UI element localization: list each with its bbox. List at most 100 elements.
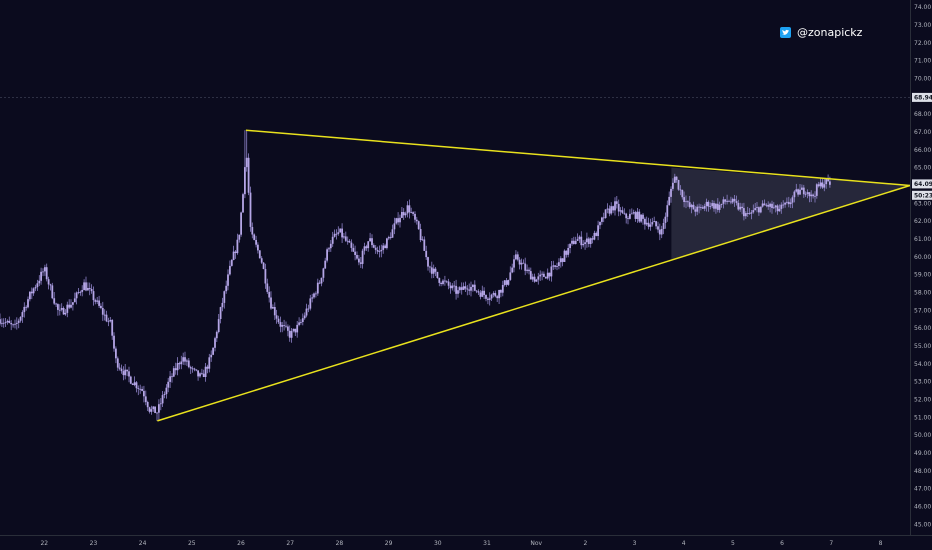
candle-body: [789, 202, 792, 205]
candle-body: [79, 291, 82, 293]
candle-body: [808, 192, 811, 197]
trendline-upper[interactable]: [245, 129, 911, 187]
candle: [808, 192, 811, 203]
candle: [94, 298, 97, 305]
candle-body: [204, 366, 207, 377]
candle-body: [178, 363, 181, 365]
candle-body: [169, 376, 171, 382]
candle: [673, 173, 676, 183]
candle-body: [440, 282, 442, 284]
candle: [455, 279, 457, 300]
candle: [498, 289, 500, 304]
y-tick-label: 48.00: [914, 468, 931, 475]
candle: [470, 281, 472, 297]
candle: [402, 208, 405, 220]
candle: [365, 244, 368, 251]
candle-body: [242, 194, 244, 213]
candle-body: [172, 368, 175, 377]
candle: [735, 195, 738, 206]
y-tick-label: 58.00: [914, 290, 931, 297]
candle: [640, 214, 642, 223]
candle: [430, 261, 433, 279]
candle-body: [458, 287, 461, 291]
candle: [288, 325, 291, 342]
candle-body: [225, 285, 228, 292]
candle-body: [273, 307, 276, 316]
candle: [483, 287, 485, 299]
candle-body: [728, 200, 730, 202]
x-tick-label: 7: [829, 540, 833, 547]
candle: [85, 276, 87, 292]
candle: [690, 203, 693, 214]
candle: [703, 203, 706, 212]
candle: [320, 277, 323, 287]
candle: [376, 246, 379, 255]
candle-body: [767, 204, 770, 207]
y-tick-label: 72.00: [914, 40, 931, 47]
candle-body: [315, 293, 317, 295]
candle-body: [425, 250, 428, 258]
candle-body: [612, 206, 614, 211]
candle-body: [744, 213, 747, 217]
candle-body: [14, 323, 16, 325]
candle: [787, 196, 790, 208]
triangle-highlight: [671, 167, 910, 261]
candle: [810, 190, 813, 202]
candle-body: [232, 251, 235, 260]
candle-body: [554, 265, 556, 267]
candle: [60, 303, 63, 312]
candle: [713, 200, 715, 212]
y-tick-label: 56.00: [914, 325, 931, 332]
candle: [187, 358, 190, 369]
candle: [774, 204, 777, 213]
y-tick-label: 71.00: [914, 58, 931, 65]
candle-body: [251, 227, 254, 235]
candle-body: [823, 184, 826, 188]
candle-body: [126, 369, 128, 372]
candle-body: [113, 335, 115, 349]
candle-body: [184, 357, 186, 362]
candle-body: [761, 203, 764, 207]
candle-body: [343, 236, 345, 238]
candle-body: [787, 201, 790, 205]
trendline-lower[interactable]: [157, 184, 911, 422]
candle: [505, 278, 508, 287]
candle-body: [135, 382, 138, 389]
candle-body: [419, 229, 422, 240]
candle-body: [391, 229, 394, 238]
price-badge-bg: [912, 190, 932, 200]
candle: [264, 263, 267, 289]
x-tick-label: Nov: [530, 540, 542, 547]
candle: [814, 191, 816, 203]
candle-body: [363, 246, 366, 251]
candle: [462, 282, 465, 290]
candle: [322, 267, 325, 282]
price-axis[interactable]: 45.00 46.00 47.00 48.00 49.00 50.00 51.00 52.00…: [910, 0, 932, 535]
candle-body: [507, 279, 510, 285]
candle-body: [731, 198, 734, 203]
candle: [556, 262, 558, 271]
candle-body: [352, 247, 355, 252]
candle-body: [103, 314, 106, 316]
candle: [161, 391, 164, 407]
candle-body: [328, 248, 330, 250]
candle-body: [270, 297, 272, 309]
candle: [544, 276, 547, 279]
time-axis[interactable]: 22 23 24 25 26 27 28 29 30 31 Nov 2 3 4 5 6 7 8: [0, 535, 932, 548]
candle: [255, 235, 257, 248]
candle: [17, 318, 20, 329]
candle: [244, 130, 246, 199]
candle: [451, 283, 454, 291]
candle-body: [759, 206, 762, 213]
candle-body: [335, 233, 338, 235]
candle-body: [30, 291, 33, 294]
price-badge-bg: [912, 179, 932, 189]
candle-body: [705, 201, 708, 206]
candle-body: [75, 292, 78, 299]
candle-body: [522, 262, 525, 264]
candle-body: [505, 280, 508, 285]
candle: [186, 358, 188, 366]
y-tick-label: 61.00: [914, 236, 931, 243]
x-tick-label: 2: [583, 540, 587, 547]
